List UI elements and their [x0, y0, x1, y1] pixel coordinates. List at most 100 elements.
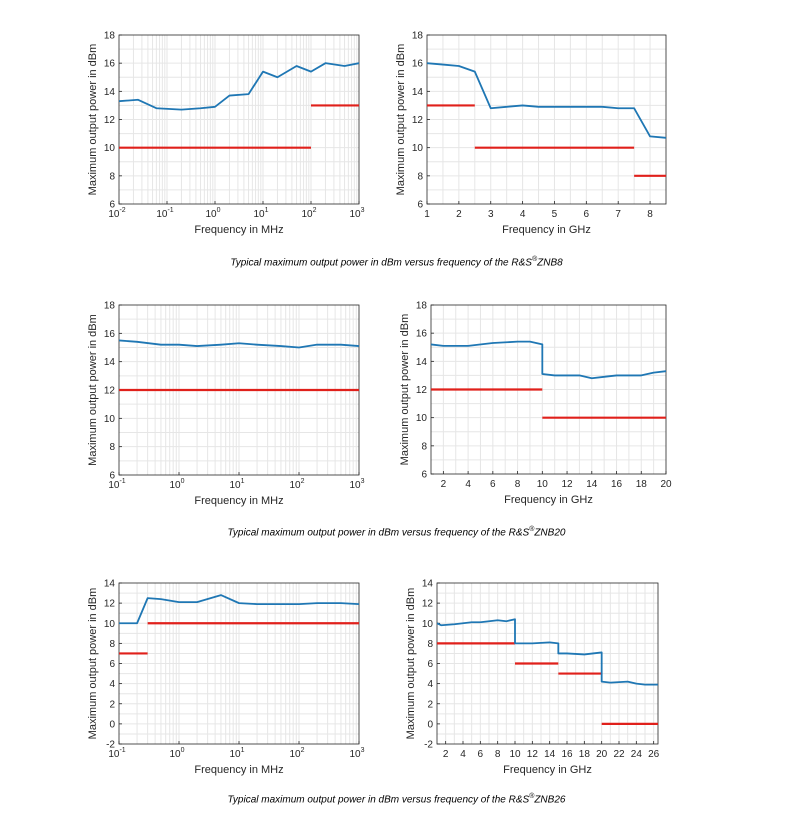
x-tick-label: 22	[613, 749, 625, 760]
y-axis-label: Maximum output power in dBm	[405, 588, 417, 740]
y-tick-label: 8	[109, 171, 115, 182]
x-tick-label: 101	[229, 747, 244, 760]
y-axis-label: Maximum output power in dBm	[399, 314, 411, 466]
y-tick-label: 12	[416, 385, 428, 396]
y-tick-label: 8	[109, 639, 115, 650]
x-tick-label: 102	[289, 478, 304, 491]
x-tick-label: 100	[205, 207, 220, 220]
x-tick-label: 14	[544, 749, 556, 760]
y-tick-label: 16	[104, 59, 116, 70]
x-tick-label: 20	[660, 479, 672, 490]
x-axis-label: Frequency in MHz	[194, 495, 283, 507]
x-axis-label: Frequency in GHz	[503, 764, 592, 776]
chart-znb26-mhz: -2 0 2 4 6 8 10 12 14 10-1 100 101 102 103 Frequency i…	[87, 579, 365, 777]
x-tick-label: 18	[636, 479, 648, 490]
x-tick-label: 16	[561, 749, 573, 760]
x-tick-label: 16	[611, 479, 623, 490]
x-tick-label: 6	[478, 749, 484, 760]
y-tick-label: 14	[104, 87, 116, 98]
y-tick-label: 6	[427, 659, 433, 670]
series-line-typical	[119, 62, 359, 111]
x-tick-label: 6	[584, 209, 590, 220]
caption-znb26: Typical maximum output power in dBm vers…	[227, 793, 566, 806]
y-tick-label: 18	[416, 301, 428, 312]
series-line-typical	[427, 62, 666, 139]
x-tick-label: 103	[349, 207, 364, 220]
y-tick-label: 10	[104, 414, 116, 425]
y-tick-label: 14	[104, 579, 116, 590]
plot-area	[437, 618, 658, 725]
x-tick-label: 18	[579, 749, 591, 760]
y-tick-label: 14	[412, 87, 424, 98]
y-tick-label: 12	[422, 599, 434, 610]
y-axis-label: Maximum output power in dBm	[395, 44, 407, 196]
series-line-typical	[119, 339, 359, 349]
y-tick-label: 6	[421, 470, 427, 481]
plot-area	[119, 594, 359, 655]
y-tick-label: 14	[104, 357, 116, 368]
y-tick-label: 6	[109, 200, 115, 211]
grid	[427, 35, 666, 204]
caption-znb20: Typical maximum output power in dBm vers…	[227, 526, 566, 539]
x-tick-label: 10-2	[108, 207, 125, 220]
y-tick-label: 8	[417, 171, 423, 182]
y-tick-label: 8	[109, 442, 115, 453]
x-tick-label: 12	[527, 749, 539, 760]
x-tick-label: 101	[253, 207, 268, 220]
grid	[119, 35, 359, 204]
y-tick-label: 4	[427, 679, 433, 690]
chart-znb20-ghz: 6 8 10 12 14 16 18 2 4 6 8 10 12 14 16 18 20 Frequency in…	[399, 301, 672, 507]
x-tick-label: 10-1	[108, 747, 125, 760]
y-tick-label: 0	[427, 719, 433, 730]
x-tick-label: 4	[520, 209, 526, 220]
series-line-typical	[431, 340, 666, 380]
x-tick-label: 10-1	[108, 478, 125, 491]
caption-znb8: Typical maximum output power in dBm vers…	[230, 256, 563, 269]
x-tick-label: 3	[488, 209, 494, 220]
x-tick-label: 20	[596, 749, 608, 760]
y-tick-label: 10	[412, 143, 424, 154]
series-line-typical	[437, 618, 658, 686]
x-tick-label: 100	[169, 747, 184, 760]
y-axis-label: Maximum output power in dBm	[87, 314, 99, 466]
y-tick-label: 2	[109, 699, 115, 710]
y-tick-label: 6	[417, 200, 423, 211]
y-tick-label: 18	[104, 301, 116, 312]
x-tick-label: 2	[441, 479, 447, 490]
plot-area	[119, 62, 359, 149]
x-tick-label: 1	[424, 209, 430, 220]
x-tick-label: 26	[648, 749, 660, 760]
y-tick-label: 16	[416, 329, 428, 340]
y-tick-label: 14	[416, 357, 428, 368]
y-tick-label: 12	[104, 115, 116, 126]
x-tick-label: 102	[289, 747, 304, 760]
x-tick-label: 103	[349, 747, 364, 760]
y-tick-label: 8	[421, 441, 427, 452]
x-tick-label: 24	[631, 749, 643, 760]
y-tick-label: 0	[109, 719, 115, 730]
y-tick-label: 14	[422, 579, 434, 590]
y-tick-label: 12	[412, 115, 424, 126]
x-tick-label: 10	[509, 749, 521, 760]
y-tick-label: 16	[104, 329, 116, 340]
y-tick-label: -2	[106, 740, 115, 751]
series-line-typical	[119, 594, 359, 625]
x-tick-label: 4	[465, 479, 471, 490]
y-axis-label: Maximum output power in dBm	[87, 588, 99, 740]
x-axis-label: Frequency in MHz	[194, 764, 283, 776]
y-tick-label: 12	[104, 599, 116, 610]
y-tick-label: 18	[412, 31, 424, 42]
x-tick-label: 2	[456, 209, 462, 220]
chart-znb8-mhz: 6 8 10 12 14 16 18 10-2 10-1 100 101 102 103 Frequenc…	[87, 31, 365, 237]
x-tick-label: 2	[443, 749, 449, 760]
x-tick-label: 14	[586, 479, 598, 490]
plot-area	[431, 340, 666, 419]
x-tick-label: 8	[515, 479, 521, 490]
y-tick-label: 10	[104, 619, 116, 630]
x-tick-label: 12	[561, 479, 573, 490]
x-tick-label: 10-1	[156, 207, 173, 220]
y-axis-label: Maximum output power in dBm	[87, 44, 99, 196]
